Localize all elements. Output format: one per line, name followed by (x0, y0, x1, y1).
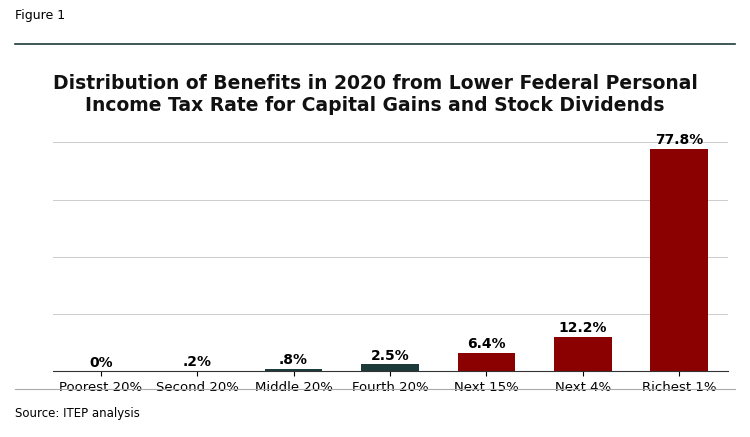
Bar (650, 149, 708, 371)
Text: Distribution of Benefits in 2020 from Lower Federal Personal
Income Tax Rate for: Distribution of Benefits in 2020 from Lo… (53, 74, 698, 115)
Bar (361, 364, 419, 371)
Text: .2%: .2% (183, 355, 211, 369)
Text: 6.4%: 6.4% (467, 337, 506, 351)
Bar (554, 336, 612, 371)
Bar (265, 369, 322, 371)
Text: Source: ITEP analysis: Source: ITEP analysis (15, 406, 140, 420)
Text: 12.2%: 12.2% (559, 321, 607, 335)
Text: 2.5%: 2.5% (370, 349, 410, 363)
Text: .8%: .8% (279, 354, 308, 368)
Bar (458, 353, 515, 371)
Text: 0%: 0% (89, 356, 112, 370)
Text: Figure 1: Figure 1 (15, 9, 65, 22)
Text: 77.8%: 77.8% (656, 133, 704, 147)
